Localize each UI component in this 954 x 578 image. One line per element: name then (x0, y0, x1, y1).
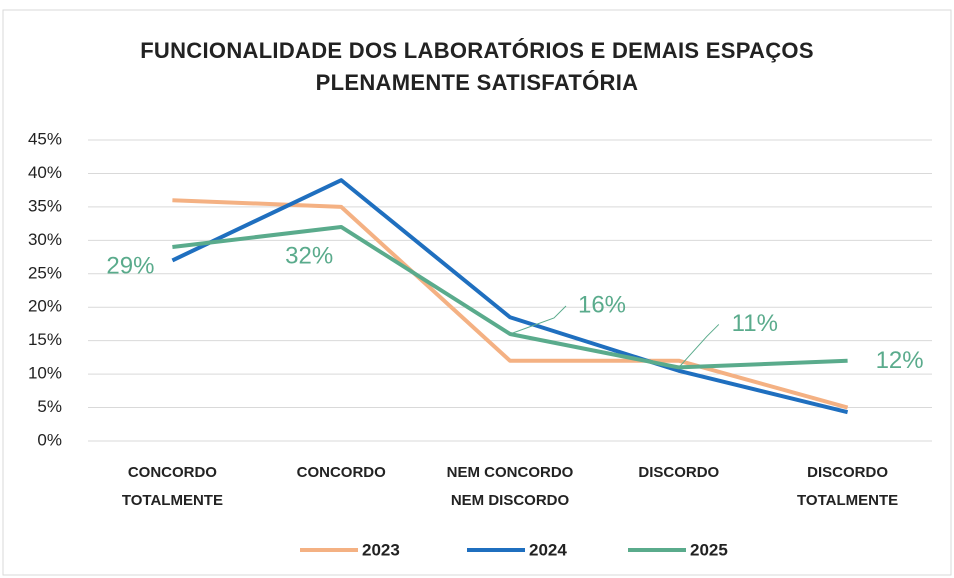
y-tick-label: 30% (28, 230, 62, 249)
legend-label: 2024 (529, 540, 567, 559)
y-tick-label: 25% (28, 263, 62, 282)
legend-label: 2023 (362, 540, 400, 559)
x-tick-label: DISCORDO (638, 464, 719, 481)
y-tick-label: 45% (28, 129, 62, 148)
y-tick-label: 0% (37, 430, 62, 449)
data-label: 16% (578, 291, 626, 318)
y-tick-label: 5% (37, 397, 62, 416)
data-label: 29% (106, 252, 154, 279)
legend-label: 2025 (690, 540, 728, 559)
leader-line (678, 324, 720, 368)
x-tick-label: CONCORDO TOTALMENTE (122, 464, 223, 509)
data-label: 12% (876, 347, 924, 374)
series-line (172, 198, 849, 410)
data-label: 11% (732, 310, 778, 337)
x-tick-label: NEM CONCORDO NEM DISCORDO (447, 464, 574, 509)
series-line (171, 178, 849, 415)
y-tick-label: 15% (28, 330, 62, 349)
x-tick-label: CONCORDO (297, 464, 386, 481)
data-label: 32% (285, 242, 333, 269)
x-tick-label: DISCORDO TOTALMENTE (797, 464, 898, 509)
y-tick-label: 10% (28, 364, 62, 383)
y-tick-label: 35% (28, 196, 62, 215)
y-tick-label: 40% (28, 163, 62, 182)
leader-line (509, 305, 567, 335)
chart-title: FUNCIONALIDADE DOS LABORATÓRIOS E DEMAIS… (140, 38, 814, 95)
y-tick-label: 20% (28, 297, 62, 316)
